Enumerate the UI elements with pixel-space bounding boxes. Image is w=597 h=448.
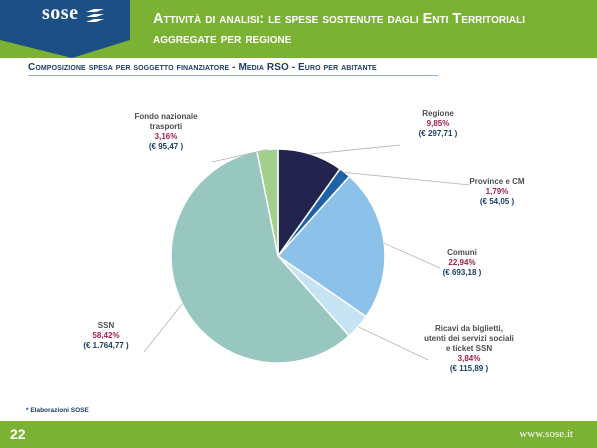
footer-bar: 22 www.sose.it [0, 421, 597, 448]
stacked-lines-icon [86, 9, 104, 22]
logo-area: sose [0, 0, 130, 40]
slice-label: Regione 9,85% (€ 297,71 ) [419, 109, 458, 138]
header-bar: sose Attività di analisi: le spese soste… [0, 0, 597, 58]
website-link[interactable]: www.sose.it [519, 428, 573, 440]
leader-line [358, 326, 429, 361]
footnote: * Elaborazioni SOSE [26, 407, 89, 414]
pie-slice-ssn [170, 150, 351, 364]
leader-line [310, 144, 401, 155]
leader-line [384, 242, 441, 269]
page-number: 22 [10, 426, 26, 442]
slice-label: Comuni 22,94% (€ 693,18 ) [443, 248, 482, 277]
logo-ribbon [0, 40, 130, 58]
logo: sose [42, 2, 79, 24]
leader-line [344, 172, 471, 186]
pie-slice-comuni [276, 175, 386, 318]
slice-label: Province e CM 1,79% (€ 54,05 ) [469, 177, 524, 206]
chart-title: Composizione spesa per soggetto finanzia… [28, 62, 377, 73]
slice-label: Ricavi da biglietti, utenti dei servizi s… [424, 324, 514, 373]
leader-line [143, 303, 183, 353]
leader-line [211, 149, 268, 163]
page-title: Attività di analisi: le spese sostenute … [153, 11, 525, 47]
slice-label: Fondo nazionale trasporti 3,16% (€ 95,47 ) [134, 112, 198, 151]
slice-label: SSN 58,42% (€ 1.764,77 ) [83, 321, 129, 350]
divider [28, 75, 438, 76]
